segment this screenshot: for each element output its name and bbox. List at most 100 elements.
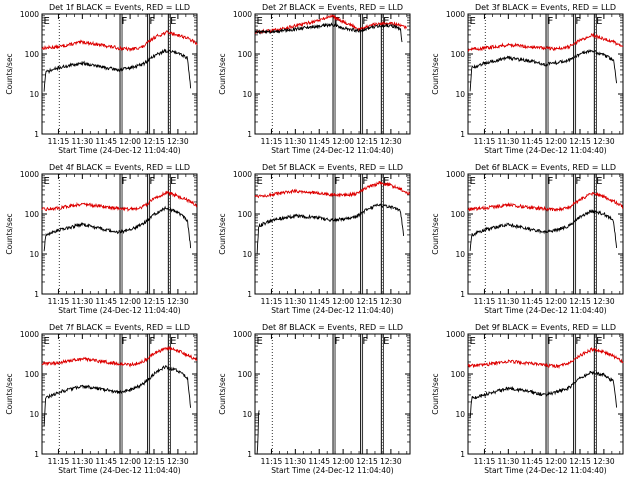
events-rate-line — [256, 203, 405, 255]
y-tick-label: 10 — [455, 250, 465, 259]
y-axis-label: Counts/sec — [431, 53, 440, 94]
y-tick-label: 10 — [29, 250, 39, 259]
panel-det-3: Det 3f BLACK = Events, RED = LLD 1 10 100 10… — [431, 3, 624, 155]
x-tick-label: 11:45 — [521, 457, 543, 466]
x-tick-label: 11:30 — [72, 137, 94, 146]
x-tick-label: 12:15 — [356, 457, 378, 466]
flag-label: E — [383, 176, 389, 187]
events-rate-line — [254, 22, 403, 43]
panel-det-1: Det 1f BLACK = Events, RED = LLD 1 10 100 10… — [5, 3, 198, 155]
y-tick-label: 100 — [451, 50, 466, 59]
events-rate-line — [43, 48, 192, 92]
lld-rate-line — [467, 32, 624, 52]
panel-det-2: Det 2f BLACK = Events, RED = LLD 1 10 100 10… — [218, 3, 411, 155]
x-tick-label: 12:00 — [545, 297, 567, 306]
y-tick-label: 1 — [34, 450, 39, 459]
flag-label: F — [548, 336, 554, 347]
x-tick-label: 12:00 — [332, 457, 354, 466]
y-tick-label: 1 — [247, 290, 252, 299]
flag-label: E — [170, 16, 176, 27]
x-tick-label: 12:15 — [356, 297, 378, 306]
x-axis-label: Start Time (24-Dec-12 11:04:40) — [484, 466, 606, 475]
y-axis-label: Counts/sec — [218, 213, 227, 254]
panel-det-6: Det 6f BLACK = Events, RED = LLD 1 10 100 10… — [431, 163, 624, 315]
x-tick-label: 11:30 — [285, 297, 307, 306]
x-tick-label: 11:45 — [521, 137, 543, 146]
y-tick-label: 100 — [238, 210, 253, 219]
y-axis-label: Counts/sec — [5, 373, 14, 414]
flag-label: E — [383, 336, 389, 347]
panel-det-8: Det 8f BLACK = Events, RED = LLD 1 10 100 10… — [218, 323, 411, 475]
panel-title: Det 7f BLACK = Events, RED = LLD — [49, 323, 190, 332]
events-rate-line — [469, 209, 618, 252]
x-tick-label: 12:30 — [593, 297, 615, 306]
x-tick-label: 12:00 — [332, 137, 354, 146]
x-tick-label: 12:30 — [380, 457, 402, 466]
x-tick-label: 11:45 — [521, 297, 543, 306]
y-tick-label: 10 — [242, 410, 252, 419]
x-tick-label: 11:45 — [308, 297, 330, 306]
x-axis-label: Start Time (24-Dec-12 11:04:40) — [58, 306, 180, 315]
panel-det-5: Det 5f BLACK = Events, RED = LLD 1 10 100 10… — [218, 163, 411, 315]
flag-label: F — [362, 16, 368, 27]
x-tick-label: 11:15 — [474, 137, 496, 146]
x-tick-label: 12:15 — [569, 297, 591, 306]
y-tick-label: 10 — [29, 90, 39, 99]
y-tick-label: 100 — [25, 50, 40, 59]
x-axis-label: Start Time (24-Dec-12 11:04:40) — [484, 306, 606, 315]
lld-rate-line — [41, 190, 198, 213]
plot-frame — [467, 13, 624, 135]
events-rate-line — [43, 205, 192, 252]
y-axis-label: Counts/sec — [218, 373, 227, 414]
y-tick-label: 1000 — [446, 170, 465, 179]
x-axis-label: Start Time (24-Dec-12 11:04:40) — [58, 146, 180, 155]
flag-label: E — [470, 16, 476, 27]
lld-rate-line — [467, 346, 624, 370]
x-tick-label: 11:15 — [261, 457, 283, 466]
flag-label: E — [470, 336, 476, 347]
y-tick-label: 100 — [451, 210, 466, 219]
x-tick-label: 11:15 — [48, 457, 70, 466]
y-axis-label: Counts/sec — [431, 373, 440, 414]
y-tick-label: 10 — [455, 90, 465, 99]
x-tick-label: 12:15 — [569, 137, 591, 146]
flag-label: F — [548, 176, 554, 187]
y-axis-label: Counts/sec — [218, 53, 227, 94]
flag-label: F — [335, 336, 341, 347]
panel-title: Det 4f BLACK = Events, RED = LLD — [49, 163, 190, 172]
panel-title: Det 1f BLACK = Events, RED = LLD — [49, 3, 190, 12]
flag-label: E — [596, 336, 602, 347]
lld-rate-line — [41, 30, 198, 53]
flag-label: E — [170, 176, 176, 187]
x-tick-label: 11:30 — [72, 297, 94, 306]
x-tick-label: 12:00 — [545, 457, 567, 466]
plot-frame — [41, 173, 198, 295]
flag-label: E — [257, 176, 263, 187]
plot-frame — [41, 333, 198, 455]
y-axis-label: Counts/sec — [5, 53, 14, 94]
y-tick-label: 1 — [247, 450, 252, 459]
panel-title: Det 8f BLACK = Events, RED = LLD — [262, 323, 403, 332]
y-tick-label: 1 — [247, 130, 252, 139]
x-tick-label: 11:30 — [72, 457, 94, 466]
lld-rate-line — [41, 345, 198, 368]
x-tick-label: 12:30 — [593, 457, 615, 466]
y-axis-label: Counts/sec — [431, 213, 440, 254]
x-axis-label: Start Time (24-Dec-12 11:04:40) — [271, 466, 393, 475]
events-rate-line — [256, 410, 260, 454]
x-axis-label: Start Time (24-Dec-12 11:04:40) — [271, 306, 393, 315]
flag-label: E — [44, 176, 50, 187]
x-tick-label: 11:15 — [474, 457, 496, 466]
plot-frame — [467, 333, 624, 455]
x-tick-label: 11:15 — [261, 137, 283, 146]
y-tick-label: 100 — [25, 370, 40, 379]
y-tick-label: 10 — [29, 410, 39, 419]
flag-label: E — [257, 336, 263, 347]
x-tick-label: 11:45 — [308, 457, 330, 466]
x-axis-label: Start Time (24-Dec-12 11:04:40) — [484, 146, 606, 155]
x-tick-label: 12:30 — [380, 137, 402, 146]
x-tick-label: 12:00 — [119, 137, 141, 146]
x-tick-label: 12:00 — [119, 297, 141, 306]
x-tick-label: 11:45 — [308, 137, 330, 146]
y-tick-label: 100 — [451, 370, 466, 379]
